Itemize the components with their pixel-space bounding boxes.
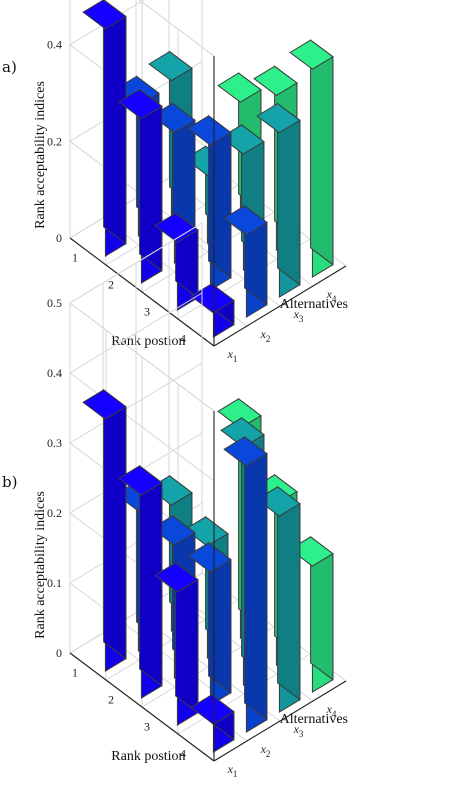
bar-face-top [154, 562, 199, 593]
z-tick-label: 0.4 [47, 38, 62, 52]
rank-tick-label: 3 [144, 720, 150, 734]
bar-x3-rank-4 [256, 485, 301, 713]
alternative-tick-label: x3 [293, 722, 304, 739]
bar-x3-rank-4 [256, 102, 301, 298]
z-gridline [138, 0, 215, 57]
alternative-tick-label: x3 [293, 307, 304, 324]
z-tick-label: 0 [56, 231, 62, 245]
rank-axis-title: Rank postion [111, 334, 185, 349]
bar-face-top [82, 389, 127, 420]
rank-tick-label: 2 [108, 278, 114, 292]
rank-tick-label: 4 [180, 332, 186, 346]
bar-face-top [118, 88, 163, 120]
bar-face-top [151, 102, 196, 134]
bar-x1-rank-4 [190, 693, 235, 753]
z-gridline [69, 60, 215, 250]
bar-x1-rank-1 [82, 0, 127, 257]
rank-tick-label: 2 [108, 693, 114, 707]
alternative-tick-label: x2 [260, 327, 271, 344]
bar-x1-rank-3 [154, 212, 199, 311]
bar-face-top [118, 465, 163, 496]
bar-face-top [187, 542, 232, 573]
rank-tick-label: 4 [180, 747, 186, 761]
alternative-tick-label: x2 [260, 742, 271, 759]
z-gridline [69, 222, 215, 412]
alternatives-axis-title: Alternatives [280, 297, 348, 312]
alternative-tick-label: x4 [326, 287, 337, 304]
panel-label: b) [2, 473, 17, 491]
bar-face-top [223, 436, 268, 467]
z-tick-label: 0.3 [47, 436, 62, 450]
bar-x1-rank-4 [190, 282, 235, 338]
alternatives-axis-line [213, 680, 347, 762]
z-tick-label: 0.2 [47, 134, 62, 148]
z-tick-label: 0.2 [47, 506, 62, 520]
rank-axis-line [69, 652, 215, 762]
panel-1: 00.20.40.61234x1x2x3x4Rank postionAltern… [2, 0, 348, 364]
rank-tick-label: 1 [72, 666, 78, 680]
bar-face-top [289, 39, 334, 70]
rank-tick-label: 1 [72, 251, 78, 265]
panel-2: 0 0.1 0.2 0.3 0.4 0.5 1 2 3 4 x1 x2 x3 x4 Rank postion… [2, 222, 348, 779]
rank-axis-title: Rank postion [111, 749, 185, 764]
bar-face-top [217, 72, 262, 103]
bar-face-top [289, 536, 334, 567]
bar-face-top [151, 515, 196, 546]
z-gridline [69, 362, 215, 552]
bar-face-top [256, 102, 301, 134]
z-gridline [69, 292, 215, 482]
bar-x4-rank-4 [289, 535, 334, 693]
z-tick-label: 0.1 [47, 576, 62, 590]
bar-x1-rank-1 [82, 388, 127, 672]
bar-face-side [244, 435, 268, 721]
alternatives-axis-line [213, 265, 347, 347]
bar-face-side [103, 388, 127, 660]
bar-face-top [154, 212, 199, 244]
z-tick-label: 0 [56, 646, 62, 660]
bar-x1-rank-2 [118, 464, 163, 699]
bar-face-side [310, 39, 334, 266]
bar-face-side [277, 485, 301, 701]
alternatives-axis-title: Alternatives [280, 712, 348, 727]
bar-face-top [223, 205, 268, 236]
bar-face-top [82, 0, 127, 30]
rank-tick-label: 3 [144, 305, 150, 319]
z-tick-label: 0.5 [47, 296, 62, 310]
bar-face-top [148, 50, 193, 82]
bar-face-top [217, 398, 262, 429]
bar-face-top [187, 115, 232, 146]
alternative-tick-label: x4 [326, 702, 337, 719]
alternative-tick-label: x1 [227, 347, 238, 364]
z-axis-title: Rank acceptability indices [33, 81, 48, 229]
bar-x4-rank-4 [289, 39, 334, 278]
bar-face-side [103, 0, 127, 245]
bar-face-top [190, 694, 235, 725]
z-gridline [69, 432, 215, 622]
bar-x2-rank-4 [223, 204, 268, 318]
bar-face-top [220, 124, 265, 155]
z-axis-title: Rank acceptability indices [33, 491, 48, 639]
z-tick-label: 0.4 [47, 366, 62, 380]
bar-face-top [220, 417, 265, 448]
bar-face-top [256, 486, 301, 517]
bar-face-top [253, 65, 298, 97]
bar-face-top [184, 516, 229, 547]
panel-label: a) [2, 58, 17, 76]
bar-x2-rank-4 [223, 435, 268, 733]
alternative-tick-label: x1 [227, 762, 238, 779]
rank-axis-line [69, 237, 215, 347]
